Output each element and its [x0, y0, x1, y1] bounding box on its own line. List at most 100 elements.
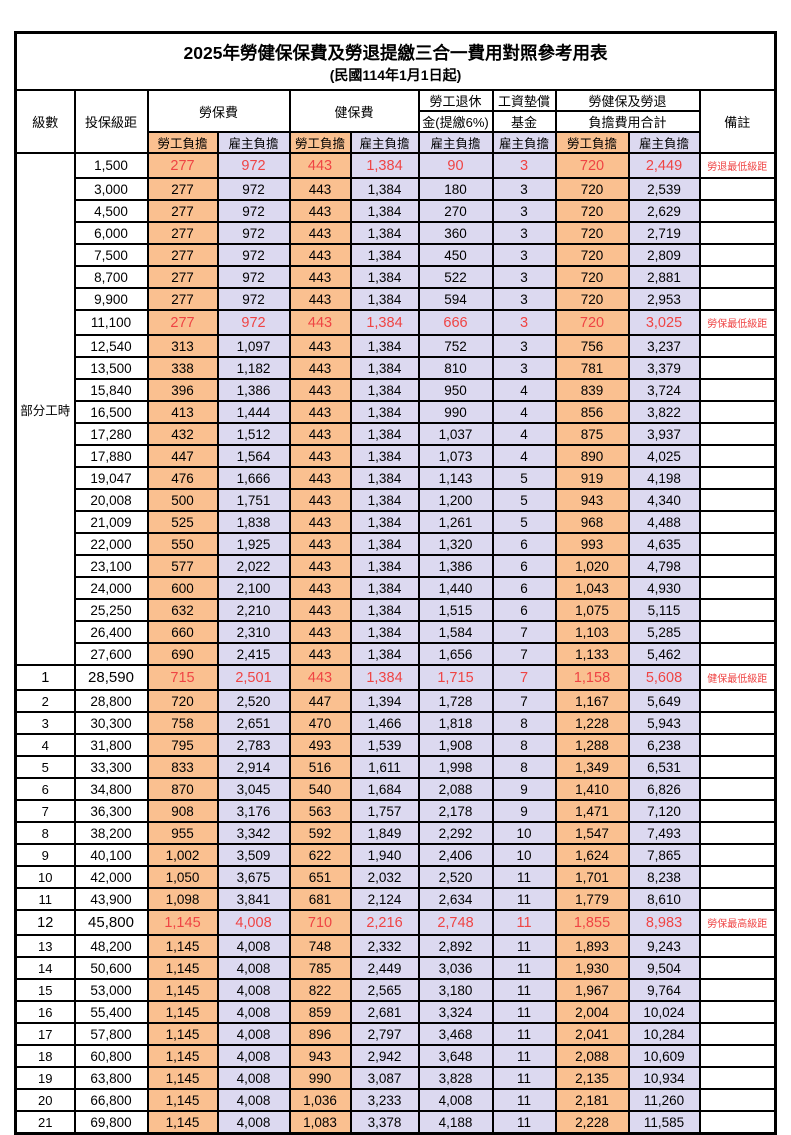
cell-labor-employer: 2,210 [216, 598, 291, 622]
cell-total-employee: 1,349 [554, 755, 630, 779]
cell-pension-employer: 180 [417, 177, 494, 201]
header-row-2: 金(提繳6%) 基金 負擔費用合計 [16, 110, 776, 133]
cell-fund-employer: 3 [491, 287, 557, 311]
cell-bracket: 53,000 [73, 978, 149, 1002]
cell-labor-employee: 1,145 [146, 1000, 219, 1024]
cell-labor-employer: 972 [216, 177, 291, 201]
cell-total-employee: 720 [554, 243, 630, 267]
cell-pension-employer: 752 [417, 334, 494, 358]
cell-health-employee: 859 [288, 1000, 352, 1024]
cell-remark [698, 1066, 777, 1090]
table-row: 23,100 577 2,022 443 1,384 1,386 6 1,020 4,798 [16, 554, 777, 578]
cell-total-employee: 1,930 [554, 956, 630, 980]
table-row: 6 34,800 870 3,045 540 1,684 2,088 9 1,410 6,826 [14, 777, 777, 801]
cell-total-employer: 2,449 [627, 152, 701, 179]
table-row: 13 48,200 1,145 4,008 748 2,332 2,892 11 1,893 9,… [14, 934, 777, 958]
cell-pension-employer: 1,440 [417, 576, 494, 600]
cell-level: 8 [14, 821, 76, 845]
cell-remark [698, 532, 777, 556]
cell-bracket: 24,000 [73, 576, 149, 600]
cell-pension-employer: 990 [417, 400, 494, 424]
cell-total-employee: 1,133 [554, 642, 630, 666]
cell-labor-employee: 690 [146, 642, 219, 666]
cell-health-employee: 540 [288, 777, 352, 801]
cell-pension-employer: 1,584 [417, 620, 494, 644]
cell-fund-employer: 10 [491, 821, 557, 845]
cell-total-employee: 1,624 [554, 843, 630, 867]
cell-labor-employer: 972 [216, 265, 291, 289]
cell-total-employer: 2,719 [627, 221, 701, 245]
title-row: 2025年勞健保保費及勞退提繳三合一費用對照參考用表 (民國114年1月1日起) [14, 31, 777, 91]
cell-labor-employer: 4,008 [216, 956, 291, 980]
header-row-1: 級數 投保級距 勞保費 健保費 勞工退休 工資墊償 勞健保及勞退 備註 [14, 89, 777, 154]
cell-remark [698, 400, 777, 424]
cell-labor-employee: 632 [146, 598, 219, 622]
table-row: 16 55,400 1,145 4,008 859 2,681 3,324 11 2,004 10… [14, 1000, 777, 1024]
cell-health-employer: 2,681 [349, 1000, 420, 1024]
cell-pension-employer: 90 [417, 152, 494, 179]
cell-fund-employer: 3 [491, 221, 557, 245]
cell-total-employer: 7,493 [627, 821, 701, 845]
cell-total-employer: 2,953 [627, 287, 701, 311]
cell-pension-employer: 3,648 [417, 1044, 494, 1068]
cell-fund-employer: 11 [491, 865, 557, 889]
cell-total-employer: 7,120 [627, 799, 701, 823]
cell-health-employee: 443 [288, 642, 352, 666]
cell-total-employee: 1,547 [554, 821, 630, 845]
table-row: 6,000 277 972 443 1,384 360 3 720 2,719 [16, 221, 777, 245]
cell-remark [698, 821, 777, 845]
table-row: 7 36,300 908 3,176 563 1,757 2,178 9 1,471 7,120 [14, 799, 777, 823]
cell-labor-employer: 4,008 [216, 978, 291, 1002]
cell-health-employee: 443 [288, 152, 352, 179]
cell-labor-employer: 4,008 [216, 909, 291, 936]
cell-fund-employer: 3 [491, 177, 557, 201]
cell-total-employer: 9,243 [627, 934, 701, 958]
cell-labor-employer: 3,509 [216, 843, 291, 867]
cell-pension-employer: 4,008 [417, 1088, 494, 1112]
cell-total-employee: 2,228 [554, 1110, 630, 1135]
cell-fund-employer: 3 [491, 309, 557, 336]
cell-total-employer: 8,983 [627, 909, 701, 936]
cell-level: 3 [14, 711, 76, 735]
cell-total-employee: 720 [554, 287, 630, 311]
cell-level: 13 [14, 934, 76, 958]
cell-pension-employer: 2,088 [417, 777, 494, 801]
cell-total-employee: 993 [554, 532, 630, 556]
cell-pension-employer: 3,828 [417, 1066, 494, 1090]
cell-health-employer: 1,384 [349, 576, 420, 600]
cell-labor-employee: 1,145 [146, 978, 219, 1002]
cell-total-employer: 10,934 [627, 1066, 701, 1090]
table-row: 9 40,100 1,002 3,509 622 1,940 2,406 10 1,624 7,8… [14, 843, 777, 867]
cell-pension-employer: 3,036 [417, 956, 494, 980]
cell-labor-employer: 972 [216, 243, 291, 267]
table-row: 3 30,300 758 2,651 470 1,466 1,818 8 1,228 5,943 [14, 711, 777, 735]
cell-total-employer: 2,539 [627, 177, 701, 201]
cell-total-employee: 2,181 [554, 1088, 630, 1112]
cell-health-employer: 1,384 [349, 356, 420, 380]
cell-health-employer: 1,384 [349, 199, 420, 223]
cell-fund-employer: 11 [491, 1022, 557, 1046]
cell-remark [698, 1044, 777, 1068]
cell-labor-employee: 277 [146, 221, 219, 245]
cell-pension-employer: 1,073 [417, 444, 494, 468]
cell-remark [698, 378, 777, 402]
cell-total-employee: 1,158 [554, 664, 630, 691]
cell-labor-employee: 277 [146, 287, 219, 311]
cell-pension-employer: 1,715 [417, 664, 494, 691]
cell-level: 6 [14, 777, 76, 801]
cell-remark [698, 444, 777, 468]
cell-total-employer: 11,260 [627, 1088, 701, 1112]
cell-total-employer: 5,462 [627, 642, 701, 666]
cell-total-employee: 1,020 [554, 554, 630, 578]
cell-total-employee: 2,135 [554, 1066, 630, 1090]
cell-bracket: 34,800 [73, 777, 149, 801]
cell-pension-employer: 2,406 [417, 843, 494, 867]
cell-pension-employer: 950 [417, 378, 494, 402]
cell-labor-employer: 4,008 [216, 934, 291, 958]
cell-labor-employer: 1,444 [216, 400, 291, 424]
cell-total-employee: 2,004 [554, 1000, 630, 1024]
cell-total-employee: 720 [554, 152, 630, 179]
cell-labor-employee: 870 [146, 777, 219, 801]
cell-remark [698, 1000, 777, 1024]
header-pension-line1: 勞工退休 [417, 89, 494, 112]
